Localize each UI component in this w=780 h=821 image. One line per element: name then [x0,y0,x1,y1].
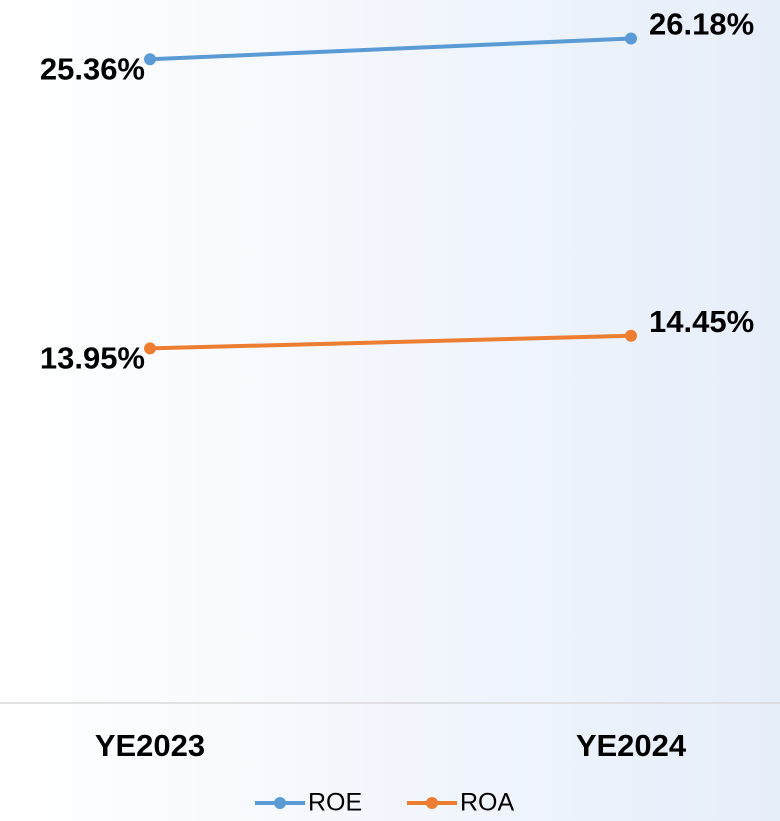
x-tick-label: YE2023 [95,728,205,763]
legend-marker [274,797,286,809]
legend-label: ROA [460,789,515,817]
data-label: 13.95% [40,341,145,376]
line [149,333,632,351]
marker [625,329,637,342]
data-label: 14.45% [649,304,754,339]
marker [625,32,637,45]
line [149,36,632,62]
marker [144,53,156,66]
data-label: 26.18% [649,7,754,42]
legend-label: ROE [308,789,362,817]
legend-marker [426,797,438,809]
marker [144,342,156,355]
data-label: 25.36% [40,51,145,86]
x-tick-label: YE2024 [576,728,687,763]
